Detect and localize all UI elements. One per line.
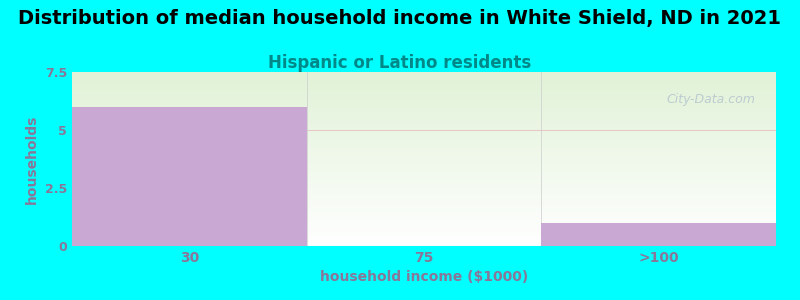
X-axis label: household income ($1000): household income ($1000) xyxy=(320,270,528,284)
Bar xyxy=(72,107,306,246)
Text: Hispanic or Latino residents: Hispanic or Latino residents xyxy=(268,54,532,72)
Text: Distribution of median household income in White Shield, ND in 2021: Distribution of median household income … xyxy=(18,9,782,28)
Text: City-Data.com: City-Data.com xyxy=(666,93,755,106)
Y-axis label: households: households xyxy=(26,114,39,204)
Bar xyxy=(542,223,776,246)
